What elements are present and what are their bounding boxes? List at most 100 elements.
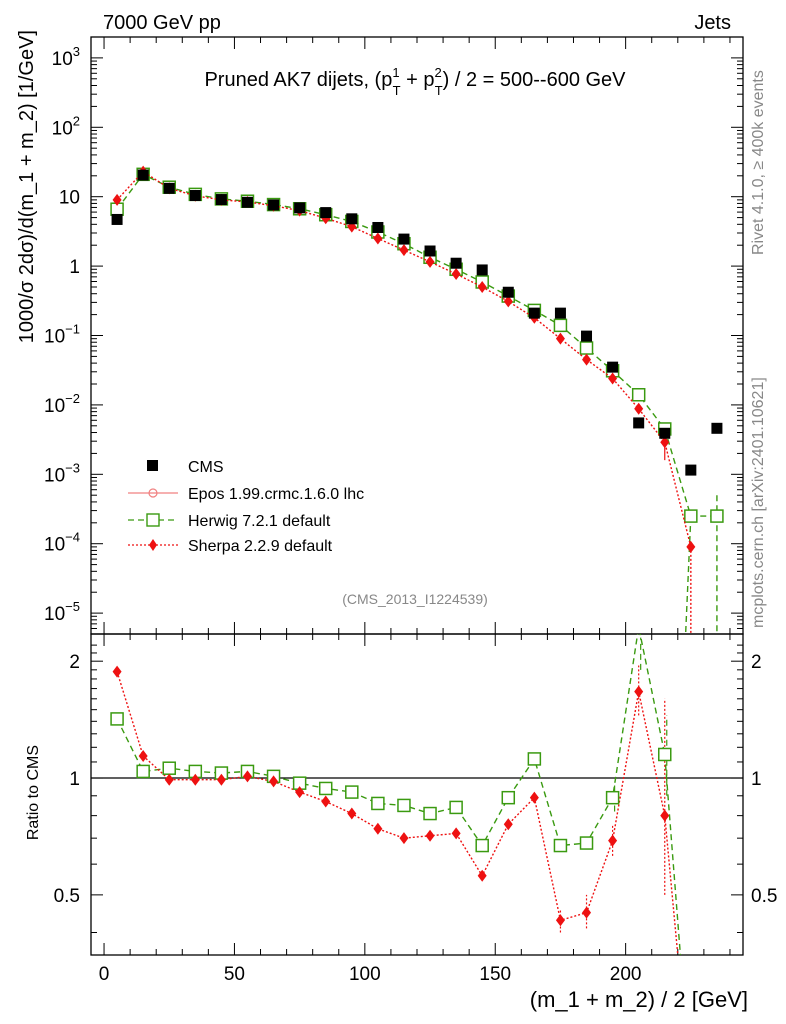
sherpa-point	[399, 244, 409, 257]
herwig-ratio-point	[318, 781, 333, 796]
sherpa-point	[686, 540, 696, 553]
herwig-ratio-point	[423, 806, 437, 821]
y-tick-label: 10−5	[44, 599, 80, 625]
sherpa-point	[112, 193, 122, 206]
main-plot-data	[110, 165, 724, 634]
herwig-ratio-point	[605, 790, 620, 805]
chart-title: Pruned AK7 dijets, (p1 T + p2 T) / 2 = 500…	[204, 65, 626, 98]
mcplots-reference-label: mcplots.cern.ch [arXiv:2401.10621]	[750, 377, 767, 628]
cms-point	[711, 422, 723, 434]
sherpa-ratio-point	[477, 869, 487, 882]
cms-point	[189, 190, 201, 202]
sherpa-point	[451, 267, 461, 280]
cms-point	[450, 257, 462, 269]
y-tick-label: 1	[69, 257, 80, 278]
cms-point	[294, 202, 306, 214]
sherpa-ratio-line	[116, 671, 666, 922]
sherpa-point	[634, 402, 644, 415]
sherpa-ratio-point	[634, 685, 644, 698]
cms-point	[398, 233, 410, 245]
cms-point	[163, 182, 175, 194]
cms-point	[554, 307, 566, 319]
sherpa-ratio-point	[164, 773, 174, 786]
ratio-tick-label-left: 2	[69, 652, 80, 673]
herwig-ratio-point	[449, 800, 463, 815]
sherpa-point	[425, 255, 435, 268]
x-tick-label: 100	[349, 964, 381, 985]
x-tick-label: 50	[224, 964, 245, 985]
sherpa-ratio-point	[425, 829, 435, 842]
sherpa-ratio-point	[242, 770, 252, 783]
legend-cms-marker	[147, 460, 158, 471]
herwig-ratio-point	[397, 798, 411, 813]
cms-point	[111, 213, 123, 225]
herwig-ratio-point	[553, 838, 568, 853]
rivet-version-label: Rivet 4.1.0, ≥ 400k events	[750, 70, 767, 255]
sherpa-point	[477, 280, 487, 293]
cms-point	[476, 264, 488, 276]
y-tick-label: 10−2	[44, 391, 80, 417]
ratio-tick-label-left: 0.5	[54, 886, 80, 907]
legend-sherpa-marker	[149, 539, 157, 551]
herwig-ratio-point	[136, 764, 150, 779]
sherpa-ratio-point	[503, 818, 513, 831]
sherpa-ratio-point	[373, 822, 383, 835]
y-tick-label: 10−3	[44, 460, 80, 486]
y-tick-label: 10−4	[44, 530, 80, 556]
y-tick-label: 10−1	[44, 322, 80, 348]
cms-point	[633, 417, 645, 429]
legend-herwig-marker	[146, 513, 160, 527]
legend-epos-marker	[148, 488, 158, 498]
herwig-point	[631, 388, 646, 402]
x-tick-label: 200	[610, 964, 642, 985]
herwig-ratio-point	[110, 712, 124, 726]
sherpa-ratio-point	[295, 786, 305, 799]
sherpa-ratio-point	[582, 906, 592, 919]
cms-point	[581, 330, 593, 342]
cms-point	[607, 361, 619, 373]
sherpa-ratio-point	[608, 834, 618, 847]
legend-herwig-label: Herwig 7.2.1 default	[188, 513, 331, 530]
sherpa-point	[660, 436, 670, 449]
herwig-ratio-point	[527, 752, 542, 766]
herwig-point	[684, 509, 698, 523]
sherpa-ratio-point	[399, 832, 409, 845]
herwig-ratio-point	[371, 796, 385, 811]
ratio-tick-label-right: 1	[751, 769, 762, 790]
sherpa-ratio-point	[216, 773, 226, 786]
cms-point	[241, 196, 253, 208]
ratio-tick-label-right: 0.5	[751, 886, 777, 907]
axis-tick-labels: 0 50 100 150 20010310210110−110−210−310−410−…	[44, 44, 777, 985]
cms-point	[528, 307, 540, 319]
y-axis-label: 1000/σ 2dσ)/d(m_1 + m_2) [1/GeV]	[16, 30, 38, 343]
sherpa-ratio-point	[660, 809, 670, 822]
sherpa-ratio-point	[451, 827, 461, 840]
cms-point	[215, 194, 227, 206]
herwig-ratio-point	[501, 790, 516, 805]
herwig-ratio-point	[345, 785, 359, 799]
cms-point	[502, 286, 514, 298]
y-tick-label: 10	[59, 188, 80, 209]
analysis-id-label: (CMS_2013_I1224539)	[342, 591, 488, 607]
cms-point	[320, 207, 332, 219]
sherpa-ratio-point	[190, 773, 200, 786]
axis-ticks	[91, 36, 743, 955]
herwig-ratio-point	[162, 761, 176, 775]
herwig-ratio-point	[579, 836, 594, 850]
herwig-point	[710, 509, 724, 523]
herwig-point	[579, 341, 594, 355]
herwig-ratio-drop	[664, 754, 682, 955]
legend: CMS Epos 1.99.crmc.1.6.0 lhc Herwig 7.2.…	[128, 459, 364, 555]
legend-cms-label: CMS	[188, 459, 224, 476]
cms-point	[137, 169, 149, 181]
cms-point	[659, 427, 671, 439]
sherpa-ratio-point	[138, 749, 148, 762]
y-tick-label: 103	[52, 44, 80, 70]
sherpa-ratio-point	[321, 795, 331, 808]
sherpa-point	[373, 232, 383, 245]
legend-epos-label: Epos 1.99.crmc.1.6.0 lhc	[188, 486, 364, 503]
sherpa-ratio-point	[555, 914, 565, 927]
cms-point	[372, 221, 384, 233]
legend-sherpa-label: Sherpa 2.2.9 default	[188, 538, 333, 555]
